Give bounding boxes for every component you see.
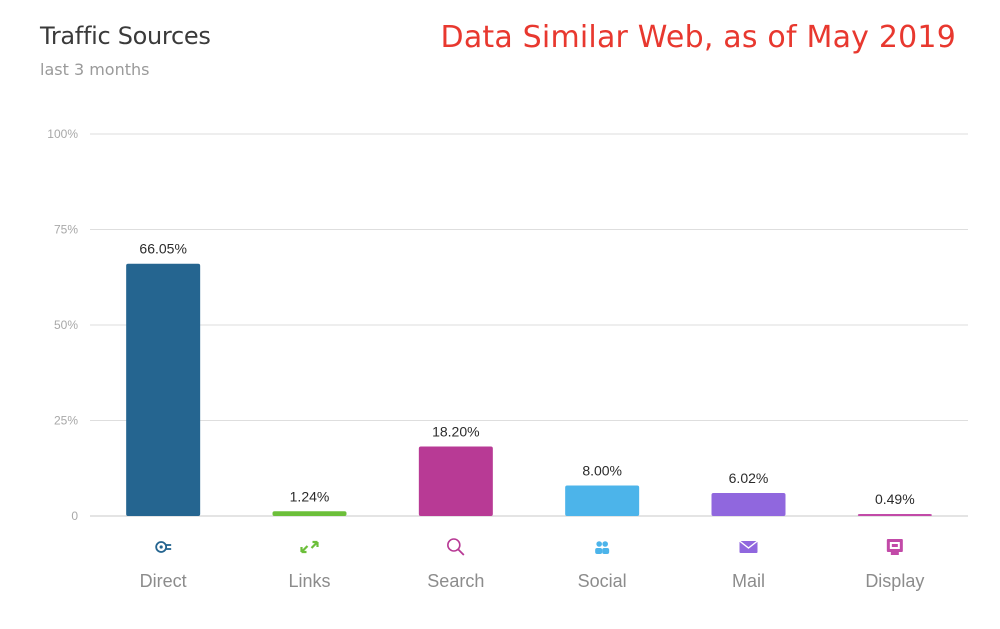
y-tick-label: 100% <box>47 127 78 141</box>
bar-direct[interactable] <box>126 263 201 516</box>
links-icon <box>300 540 319 554</box>
chart-title: Traffic Sources <box>40 22 211 50</box>
bar-display[interactable] <box>857 514 932 516</box>
bar-mail[interactable] <box>711 493 786 516</box>
bar-search[interactable] <box>418 446 493 516</box>
social-icon <box>595 541 610 554</box>
x-tick-label-search: Search <box>427 571 484 591</box>
data-label-social: 8.00% <box>582 462 622 478</box>
x-tick-label-direct: Direct <box>140 571 187 591</box>
y-tick-label: 25% <box>54 414 78 428</box>
x-tick-label-social: Social <box>578 571 627 591</box>
x-tick-label-links: Links <box>288 571 330 591</box>
data-label-direct: 66.05% <box>139 241 186 257</box>
source-annotation: Data Similar Web, as of May 2019 <box>440 20 956 55</box>
y-tick-label: 0 <box>71 509 78 523</box>
display-icon <box>886 539 903 555</box>
data-label-display: 0.49% <box>875 491 915 507</box>
y-tick-label: 50% <box>54 318 78 332</box>
x-tick-label-display: Display <box>865 571 924 591</box>
direct-icon <box>155 541 172 553</box>
y-tick-label: 75% <box>54 223 78 237</box>
chart-subtitle: last 3 months <box>40 60 150 79</box>
mail-icon <box>739 540 758 553</box>
data-label-links: 1.24% <box>290 488 330 504</box>
x-tick-label-mail: Mail <box>732 571 765 591</box>
bar-social[interactable] <box>565 485 640 516</box>
data-label-search: 18.20% <box>432 423 479 439</box>
search-icon <box>447 538 465 556</box>
bar-links[interactable] <box>272 511 347 516</box>
data-label-mail: 6.02% <box>729 470 769 486</box>
